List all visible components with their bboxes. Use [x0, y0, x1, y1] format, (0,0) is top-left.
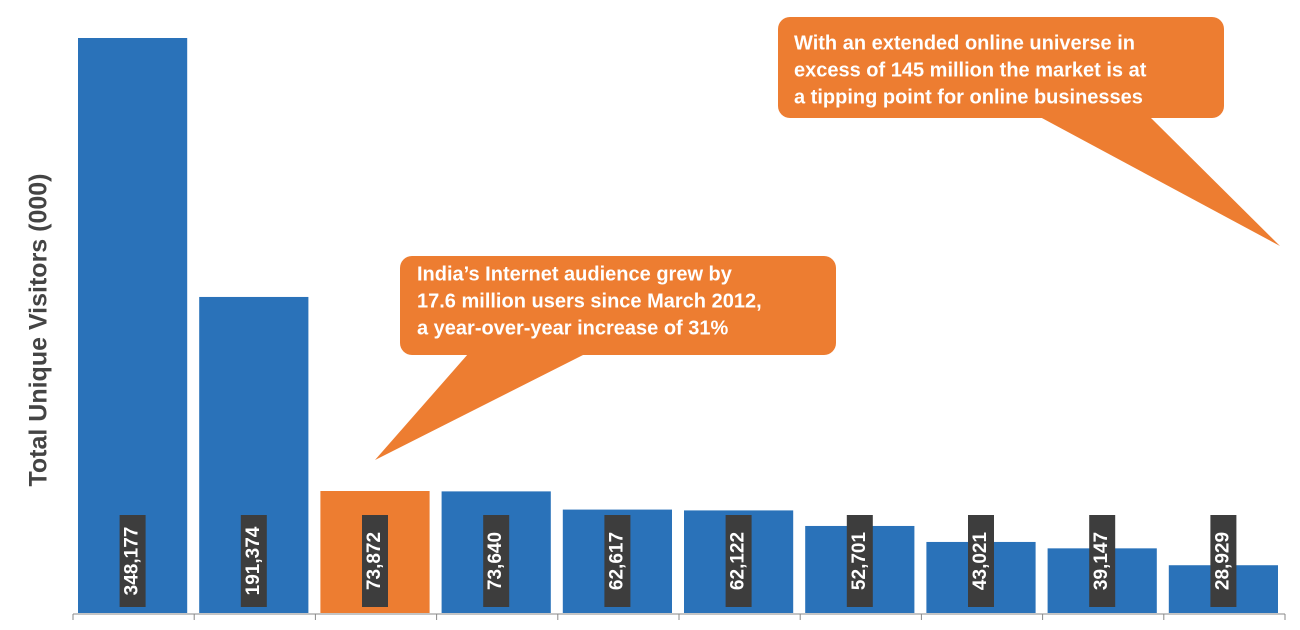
- value-label-bg: [846, 515, 873, 607]
- callout-tail: [375, 354, 585, 460]
- y-axis-title: Total Unique Visitors (000): [25, 173, 53, 486]
- callout-tail: [1040, 117, 1280, 246]
- value-label: 62,122: [728, 532, 749, 590]
- value-label-bg: [240, 515, 267, 607]
- value-label: 348,177: [122, 527, 143, 596]
- callout-text: 17.6 million users since March 2012,: [417, 290, 762, 312]
- value-label: 191,374: [243, 526, 264, 595]
- callout-text: a year-over-year increase of 31%: [417, 317, 729, 339]
- value-label: 62,617: [606, 532, 627, 590]
- value-label-bg: [1210, 515, 1237, 607]
- value-label: 73,640: [485, 532, 506, 590]
- callout-text: a tipping point for online businesses: [794, 86, 1143, 108]
- callout-text: India’s Internet audience grew by: [417, 263, 733, 285]
- value-label-bg: [119, 515, 146, 607]
- value-label-bg: [968, 515, 994, 607]
- callout-text: With an extended online universe in: [794, 32, 1135, 54]
- value-label: 43,021: [970, 532, 991, 591]
- value-label: 73,872: [364, 532, 385, 590]
- value-label-bg: [725, 515, 752, 607]
- value-label: 39,147: [1091, 532, 1112, 590]
- value-label-bg: [604, 515, 631, 607]
- value-label-bg: [1089, 515, 1116, 607]
- value-label: 28,929: [1212, 532, 1233, 590]
- callout-text: excess of 145 million the market is at: [794, 59, 1147, 81]
- callout-box: [400, 256, 836, 355]
- value-label: 52,701: [849, 532, 870, 591]
- value-label-bg: [362, 515, 388, 607]
- value-label-bg: [483, 515, 510, 607]
- callout-box: [778, 17, 1224, 118]
